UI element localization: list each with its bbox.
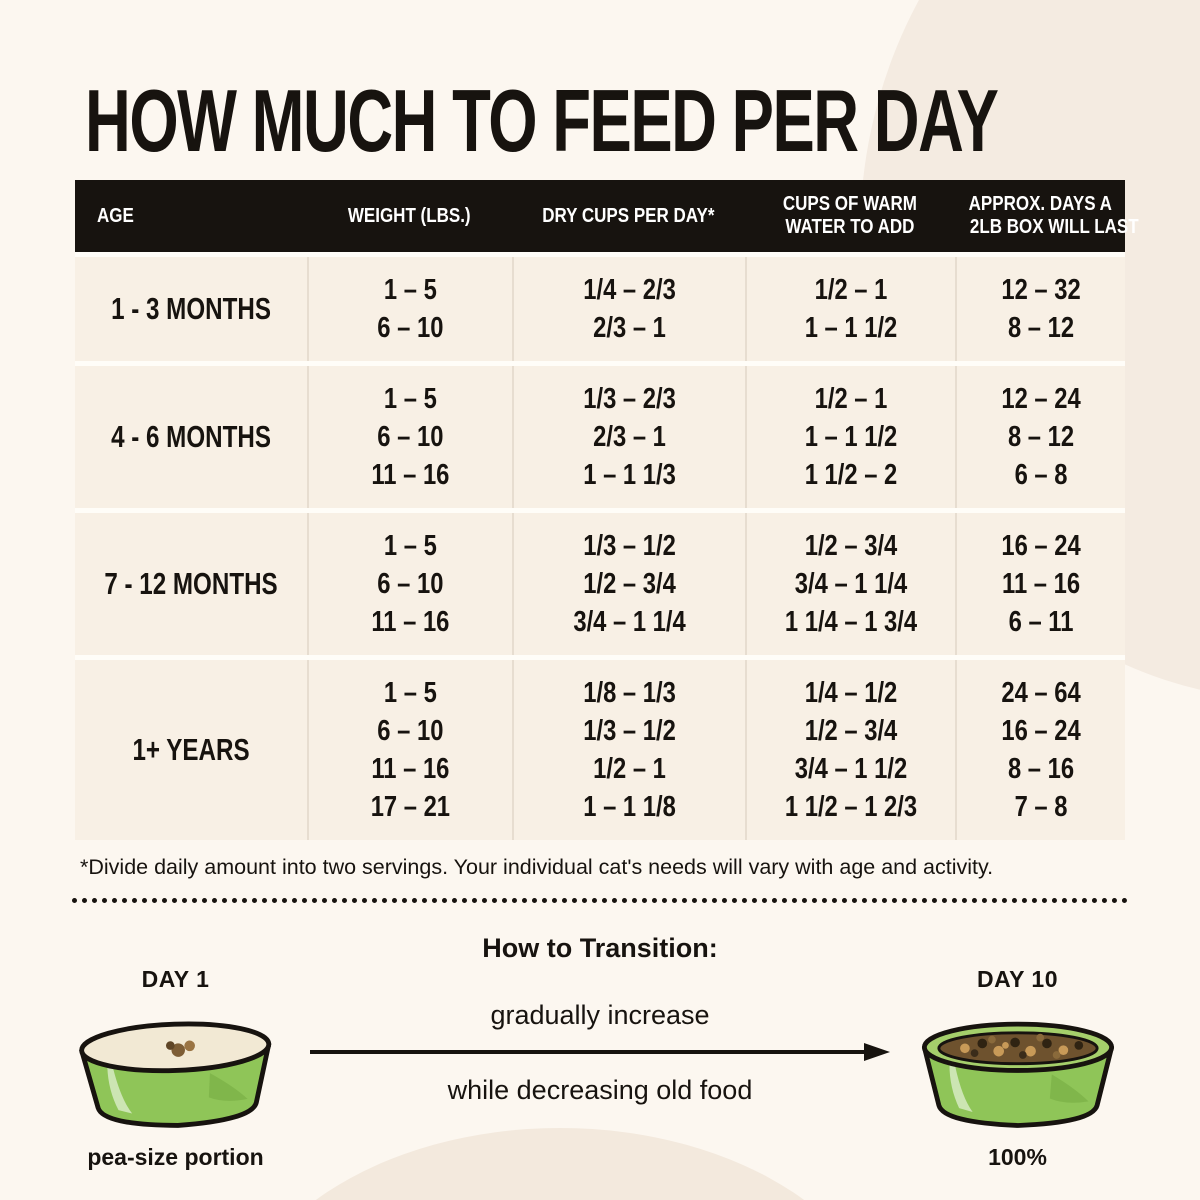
- day1-block: DAY 1 pea-size portion: [58, 966, 293, 1171]
- water-cell: 1/2 – 3/4 3/4 – 1 1/4 1 1/4 – 1 3/4: [744, 513, 955, 655]
- table-row-4-6-months: 4 - 6 MONTHS 1 – 5 6 – 10 11 – 16 1/3 – …: [75, 361, 1125, 508]
- arrow-top-label: gradually increase: [490, 1000, 710, 1030]
- day10-bowl-illustration: [921, 1021, 1114, 1128]
- day1-label: DAY 1: [141, 966, 210, 992]
- dry-cups-cell: 1/4 – 2/3 2/3 – 1: [511, 257, 745, 361]
- right-arrow-icon: [310, 1043, 890, 1061]
- weight-cell: 1 – 5 6 – 10 11 – 16: [307, 513, 512, 655]
- footnote: *Divide daily amount into two servings. …: [80, 855, 994, 879]
- day1-bowl-illustration: [78, 1021, 271, 1128]
- table-row-1-3-months: 1 - 3 MONTHS 1 – 5 6 – 10 1/4 – 2/3 2/3 …: [75, 252, 1125, 361]
- transition-arrow-block: gradually increase while decreasing old …: [308, 1000, 892, 1105]
- age-cell: 7 - 12 MONTHS: [104, 566, 278, 601]
- water-cell: 1/4 – 1/2 1/2 – 3/4 3/4 – 1 1/2 1 1/2 – …: [744, 660, 955, 840]
- dry-cups-cell: 1/3 – 2/3 2/3 – 1 1 – 1 1/3: [511, 366, 745, 508]
- decorative-blob-bottom: [230, 1128, 890, 1200]
- dry-cups-cell: 1/3 – 1/2 1/2 – 3/4 3/4 – 1 1/4: [511, 513, 745, 655]
- age-cell: 4 - 6 MONTHS: [111, 419, 271, 454]
- dry-cups-cell: 1/8 – 1/3 1/3 – 1/2 1/2 – 1 1 – 1 1/8: [511, 660, 745, 840]
- water-cell: 1/2 – 1 1 – 1 1/2: [744, 257, 955, 361]
- page-title: HOW MUCH TO FEED PER DAY: [85, 71, 999, 170]
- dotted-divider: [72, 898, 1128, 903]
- days-cell: 12 – 24 8 – 12 6 – 8: [954, 366, 1125, 508]
- column-header-weight: WEIGHT (LBS.): [348, 204, 471, 227]
- water-cell: 1/2 – 1 1 – 1 1/2 1 1/2 – 2: [744, 366, 955, 508]
- weight-cell: 1 – 5 6 – 10: [307, 257, 512, 361]
- table-row-7-12-months: 7 - 12 MONTHS 1 – 5 6 – 10 11 – 16 1/3 –…: [75, 508, 1125, 655]
- age-cell: 1 - 3 MONTHS: [111, 291, 271, 326]
- weight-cell: 1 – 5 6 – 10 11 – 16 17 – 21: [307, 660, 512, 840]
- day10-caption: 100%: [988, 1144, 1047, 1170]
- table-row-1plus-years: 1+ YEARS 1 – 5 6 – 10 11 – 16 17 – 21 1/…: [75, 655, 1125, 840]
- days-cell: 16 – 24 11 – 16 6 – 11: [954, 513, 1125, 655]
- column-header-dry-cups: DRY CUPS PER DAY*: [542, 204, 715, 227]
- day10-block: DAY 10 100%: [900, 966, 1135, 1171]
- days-cell: 12 – 32 8 – 12: [954, 257, 1125, 361]
- column-header-water: CUPS OF WARM WATER TO ADD: [782, 193, 917, 238]
- age-cell: 1+ YEARS: [132, 732, 250, 767]
- column-header-days: APPROX. DAYS A 2LB BOX WILL LAST: [968, 193, 1139, 238]
- column-header-age: AGE: [97, 204, 134, 227]
- transition-heading: How to Transition:: [482, 933, 718, 963]
- weight-cell: 1 – 5 6 – 10 11 – 16: [307, 366, 512, 508]
- feeding-table: AGE WEIGHT (LBS.) DRY CUPS PER DAY* CUPS…: [75, 180, 1139, 840]
- table-header-row: AGE WEIGHT (LBS.) DRY CUPS PER DAY* CUPS…: [75, 180, 1139, 252]
- days-cell: 24 – 64 16 – 24 8 – 16 7 – 8: [954, 660, 1125, 840]
- arrow-bottom-label: while decreasing old food: [447, 1075, 753, 1105]
- day10-label: DAY 10: [976, 966, 1058, 992]
- day1-caption: pea-size portion: [87, 1144, 264, 1170]
